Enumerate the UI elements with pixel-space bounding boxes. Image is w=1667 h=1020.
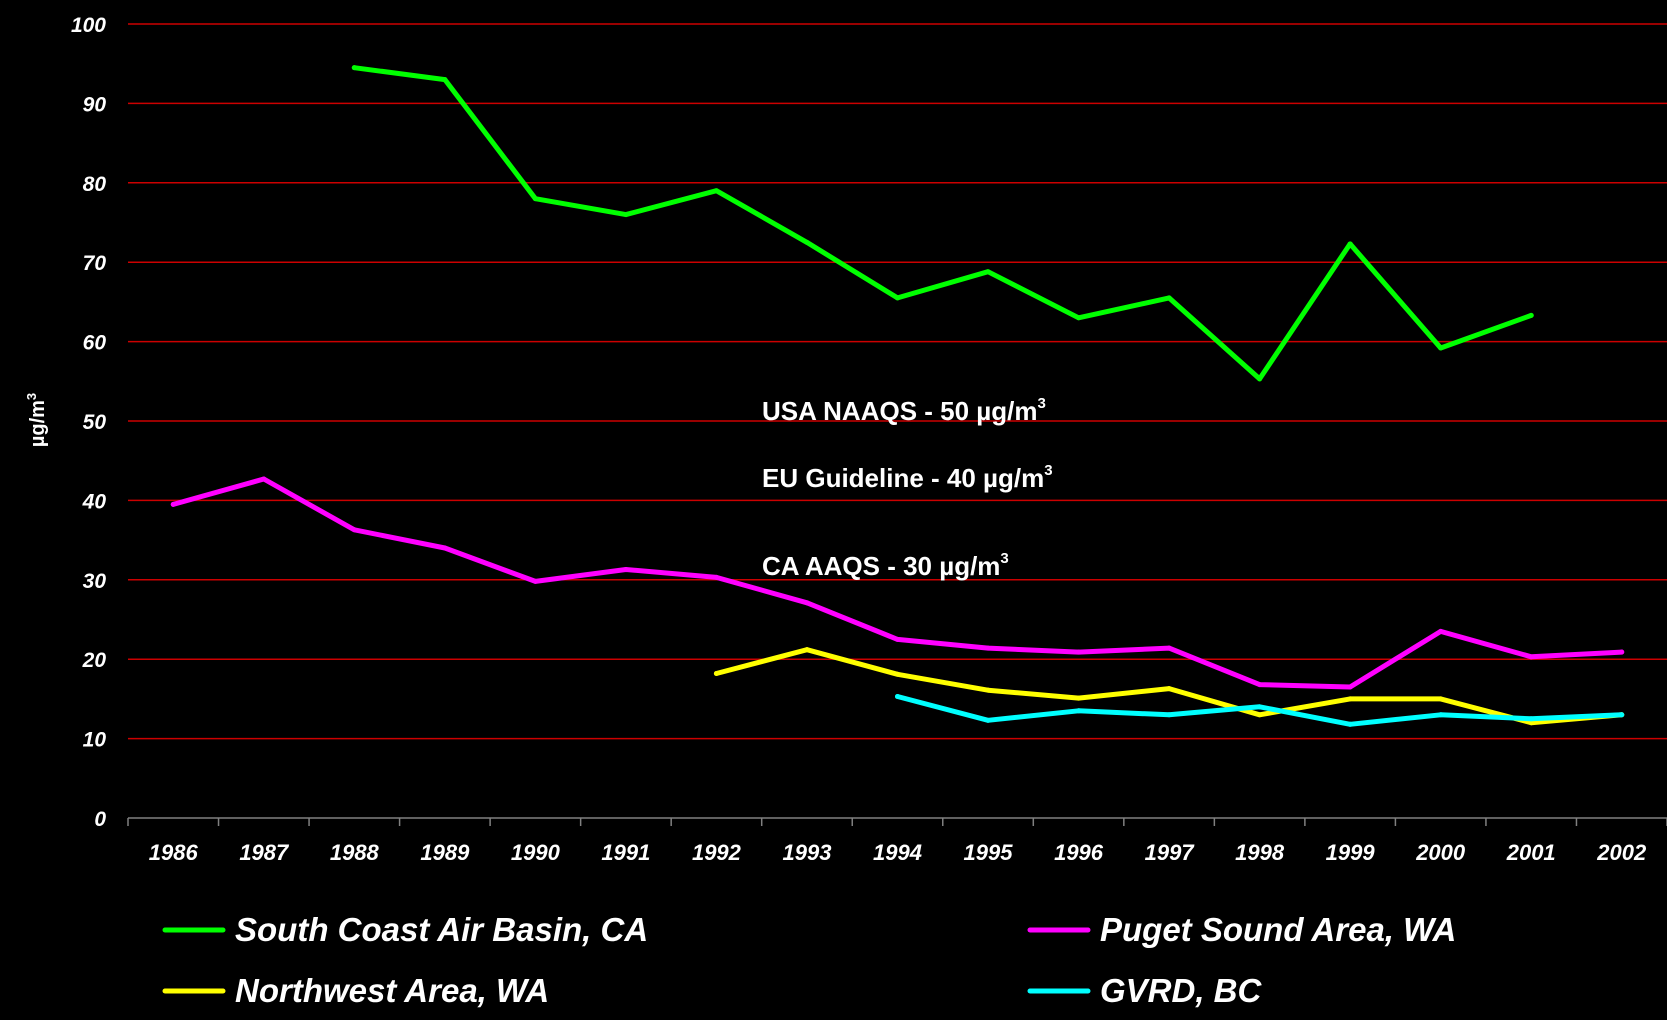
data-point xyxy=(713,670,719,676)
legend-label: South Coast Air Basin, CA xyxy=(235,911,648,948)
data-point xyxy=(1619,712,1625,718)
x-tick-label: 1997 xyxy=(1145,840,1196,865)
x-tick-label: 1987 xyxy=(239,840,290,865)
x-tick-label: 1999 xyxy=(1326,840,1376,865)
data-point xyxy=(1347,696,1353,702)
data-point xyxy=(1257,376,1263,382)
data-point xyxy=(532,578,538,584)
data-point xyxy=(1166,712,1172,718)
y-tick-label: 60 xyxy=(83,332,107,355)
data-point xyxy=(1528,312,1534,318)
y-tick-label: 0 xyxy=(94,808,106,831)
y-axis-label-superscript: 3 xyxy=(24,393,39,400)
series-line-1 xyxy=(170,476,1625,690)
y-tick-label: 30 xyxy=(83,570,107,593)
data-point xyxy=(804,239,810,245)
y-tick-label: 20 xyxy=(82,649,107,672)
data-point xyxy=(985,717,991,723)
x-tick-label: 2002 xyxy=(1596,840,1647,865)
legend-label: GVRD, BC xyxy=(1100,972,1263,1009)
threshold-annotation: CA AAQS - 30 µg/m3 xyxy=(762,550,1009,581)
y-tick-label: 100 xyxy=(71,14,106,37)
x-tick-label: 1998 xyxy=(1235,840,1285,865)
x-tick-label: 1991 xyxy=(601,840,650,865)
data-point xyxy=(1076,315,1082,321)
legend-label: Puget Sound Area, WA xyxy=(1100,911,1456,948)
y-tick-label: 70 xyxy=(83,252,107,275)
data-point xyxy=(895,694,900,700)
data-point xyxy=(713,574,719,580)
data-point xyxy=(351,527,357,533)
y-tick-label: 40 xyxy=(82,490,107,513)
x-tick-label: 1993 xyxy=(782,840,831,865)
data-point xyxy=(1528,716,1534,722)
data-point xyxy=(1528,654,1534,660)
series-lines xyxy=(170,65,1625,727)
data-point xyxy=(985,687,991,693)
legend-label: Northwest Area, WA xyxy=(235,972,549,1009)
data-point xyxy=(1438,345,1444,351)
data-point xyxy=(1076,649,1082,655)
data-point xyxy=(1347,241,1353,247)
data-point xyxy=(1166,686,1172,692)
x-tick-label: 1992 xyxy=(692,840,742,865)
x-tick-label: 1986 xyxy=(149,840,199,865)
data-point xyxy=(713,188,719,194)
data-point xyxy=(1076,695,1082,701)
annotations: USA NAAQS - 50 µg/m3 EU Guideline - 40 µg… xyxy=(762,395,1053,581)
y-tick-label: 10 xyxy=(83,729,107,752)
data-point xyxy=(261,476,267,482)
data-point xyxy=(170,501,176,507)
x-tick-label: 2000 xyxy=(1415,840,1466,865)
y-tick-label: 80 xyxy=(83,173,107,196)
y-tick-label: 50 xyxy=(83,411,107,434)
x-tick-label: 1996 xyxy=(1054,840,1104,865)
data-point xyxy=(1076,708,1082,714)
data-point xyxy=(1257,712,1263,718)
x-tick-label: 1995 xyxy=(964,840,1014,865)
data-point xyxy=(351,65,357,71)
data-point xyxy=(1438,628,1444,634)
legend: South Coast Air Basin, CA Puget Sound Are… xyxy=(162,911,1456,1009)
y-axis-label: µg/m3 xyxy=(24,393,49,447)
x-tick-label: 1989 xyxy=(420,840,470,865)
series-line-3 xyxy=(895,694,1625,727)
x-tick-label: 2001 xyxy=(1506,840,1556,865)
data-point xyxy=(623,566,629,572)
grid-lines xyxy=(128,23,1667,740)
data-point xyxy=(804,600,810,606)
data-point xyxy=(1528,720,1534,726)
x-tick-label: 1988 xyxy=(330,840,380,865)
data-point xyxy=(895,295,900,301)
data-point xyxy=(1619,649,1625,655)
x-tick-label: 1994 xyxy=(873,840,922,865)
data-point xyxy=(442,77,448,83)
threshold-annotation: USA NAAQS - 50 µg/m3 xyxy=(762,395,1046,426)
x-tick-label: 1990 xyxy=(511,840,561,865)
data-point xyxy=(804,647,810,653)
data-point xyxy=(1438,712,1444,718)
data-point xyxy=(1257,704,1263,710)
data-point xyxy=(895,671,900,677)
x-axis xyxy=(127,817,1667,826)
data-point xyxy=(895,636,900,642)
data-point xyxy=(1166,645,1172,651)
series-line-0 xyxy=(351,65,1534,382)
data-point xyxy=(1257,682,1263,688)
data-point xyxy=(1166,295,1172,301)
data-point xyxy=(442,545,448,551)
data-point xyxy=(1347,721,1353,727)
data-point xyxy=(1347,684,1353,690)
data-point xyxy=(1438,696,1444,702)
data-point xyxy=(623,212,629,218)
data-point xyxy=(532,196,538,202)
threshold-annotation: EU Guideline - 40 µg/m3 xyxy=(762,462,1053,493)
y-tick-label: 90 xyxy=(83,93,107,116)
x-tick-labels: 1986 1987 1988 1989 1990 1991 1992 1993 1994 1995… xyxy=(149,840,1647,865)
data-point xyxy=(985,269,991,275)
y-tick-labels: 0 10 20 30 40 50 60 70 80 90 100 xyxy=(71,14,106,831)
data-point xyxy=(985,645,991,651)
